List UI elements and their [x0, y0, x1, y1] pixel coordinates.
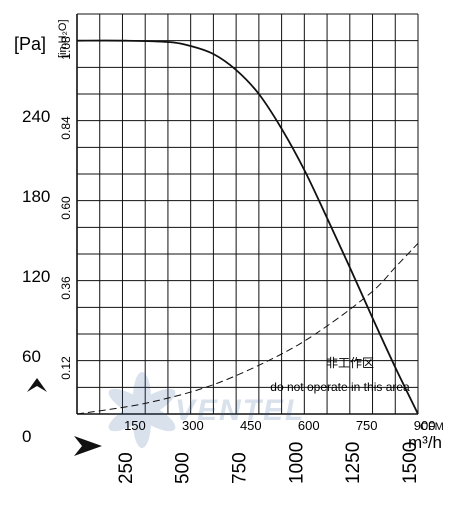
chart-curves — [76, 39, 419, 415]
unit-cfm-label: CFM — [420, 421, 444, 433]
x-top-tick-label: 750 — [356, 418, 378, 433]
y-right-tick-label: 0.60 — [59, 196, 73, 220]
unit-m3h-label: m³/h — [408, 433, 442, 452]
x-bottom-tick-label: 750 — [230, 452, 251, 484]
x-top-tick-label: 600 — [298, 418, 320, 433]
x-bottom-tick-label: 500 — [173, 452, 194, 484]
x-bottom-tick-label: 1500 — [400, 442, 421, 484]
watermark-fan-blade — [129, 388, 176, 420]
x-top-tick-label: 300 — [182, 418, 204, 433]
y-left-tick-label: 180 — [22, 187, 50, 206]
x-bottom-tick-label: 250 — [116, 452, 137, 484]
x-top-tick-label: 900 — [414, 418, 436, 433]
y-right-tick-label: 0.36 — [59, 276, 73, 300]
chart-grid — [76, 13, 419, 415]
watermark-fan-blade — [133, 396, 151, 448]
chart-labels: [Pa] [in.H₂O] 0 60 120 180 240 0.12 0.36 0.60 0.84… — [14, 20, 444, 485]
y-right-tick-label: 0.12 — [59, 356, 73, 380]
x-top-tick-label: 450 — [240, 418, 262, 433]
unit-inh2o-label: [in.H₂O] — [57, 20, 69, 59]
y-left-tick-label: 120 — [22, 267, 50, 286]
y-left-tick-label: 60 — [22, 347, 41, 366]
no-operate-zone-cn: 非工作区 — [326, 356, 374, 370]
x-top-tick-label: 150 — [124, 418, 146, 433]
ventel-watermark: VENTEL — [108, 372, 305, 448]
flow-axis-arrow-icon — [74, 436, 102, 456]
x-bottom-tick-label: 1000 — [286, 442, 307, 484]
y-left-tick-label: 0 — [22, 427, 31, 446]
y-right-tick-label: 0.84 — [59, 116, 73, 140]
watermark-fan-blade — [108, 400, 155, 432]
x-bottom-tick-label: 1250 — [343, 442, 364, 484]
unit-pa-label: [Pa] — [14, 34, 46, 54]
y-left-tick-label: 240 — [22, 107, 50, 126]
watermark-fan-blade — [129, 400, 176, 432]
watermark-text: VENTEL — [175, 394, 305, 427]
system-curve-dashed — [76, 242, 419, 415]
pressure-axis-arrow-icon — [27, 378, 47, 392]
fan-curve-solid — [76, 39, 419, 415]
watermark-fan-blade — [108, 388, 155, 420]
no-operate-zone-en: do not operate in this area — [270, 380, 410, 394]
y-right-tick-label: 1.08 — [59, 36, 73, 60]
watermark-fan-blade — [133, 372, 151, 424]
